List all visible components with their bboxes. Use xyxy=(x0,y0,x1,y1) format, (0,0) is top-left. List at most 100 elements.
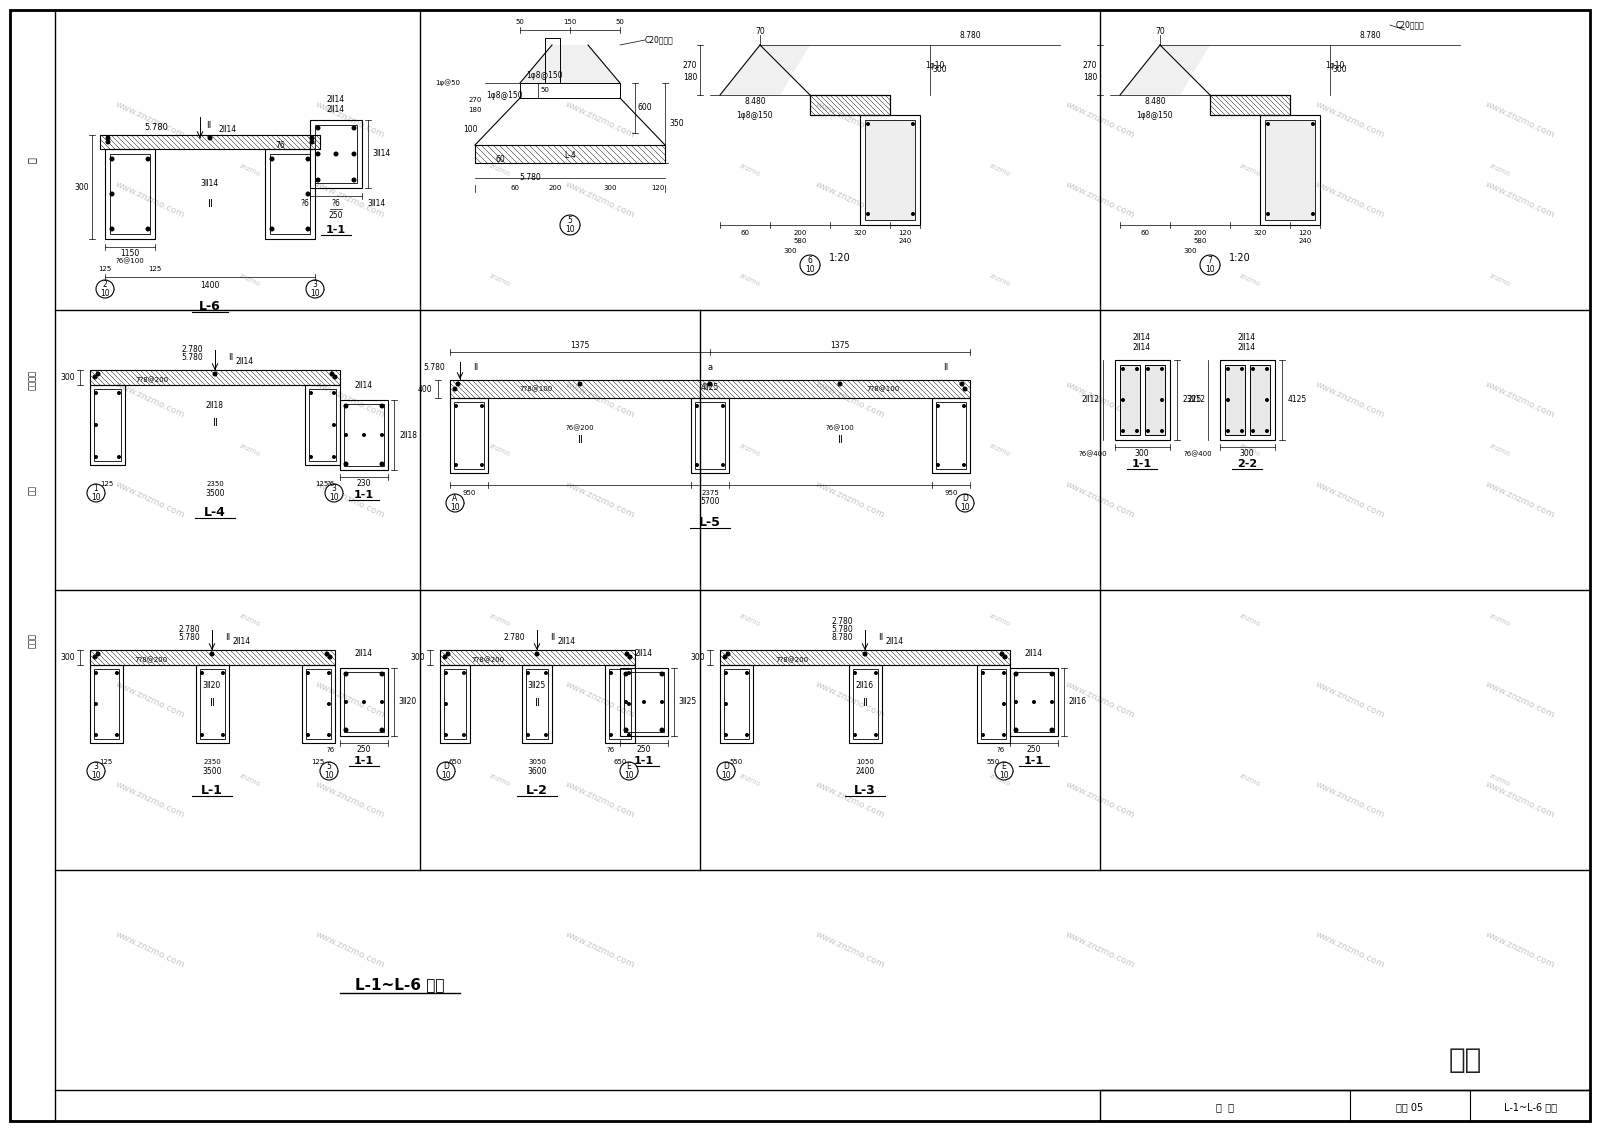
Circle shape xyxy=(707,381,712,387)
Circle shape xyxy=(1050,700,1054,703)
Text: 梁: 梁 xyxy=(27,157,37,163)
Text: 2Ⅱ14: 2Ⅱ14 xyxy=(1238,343,1256,352)
Circle shape xyxy=(306,156,310,162)
Text: 5: 5 xyxy=(326,762,331,771)
Circle shape xyxy=(445,651,451,656)
Text: 2.780: 2.780 xyxy=(178,625,200,634)
Bar xyxy=(445,670,466,739)
Circle shape xyxy=(1013,672,1019,676)
Text: znzmo: znzmo xyxy=(238,273,261,287)
Bar xyxy=(475,145,666,163)
Text: znzmo: znzmo xyxy=(739,273,762,287)
Circle shape xyxy=(94,455,98,459)
Text: 5.780: 5.780 xyxy=(181,354,203,363)
Circle shape xyxy=(981,733,986,737)
Circle shape xyxy=(1050,727,1054,733)
Text: www.znzmo.com: www.znzmo.com xyxy=(814,180,886,221)
Text: znzmo: znzmo xyxy=(238,772,261,787)
Text: L-1: L-1 xyxy=(202,785,222,797)
Text: L-1~L-6 节点: L-1~L-6 节点 xyxy=(355,977,445,993)
Bar xyxy=(1115,360,1170,440)
Circle shape xyxy=(853,733,858,737)
Text: 2Ⅱ14: 2Ⅱ14 xyxy=(355,648,373,657)
Circle shape xyxy=(624,651,629,656)
Text: www.znzmo.com: www.znzmo.com xyxy=(1483,100,1557,140)
Text: 5.780: 5.780 xyxy=(518,173,541,182)
Text: www.znzmo.com: www.znzmo.com xyxy=(1314,180,1386,221)
Circle shape xyxy=(200,733,205,737)
Text: znzmo: znzmo xyxy=(989,613,1011,628)
Text: www.znzmo.com: www.znzmo.com xyxy=(1064,780,1136,820)
Text: 550: 550 xyxy=(730,759,742,765)
Bar xyxy=(315,126,357,183)
Circle shape xyxy=(106,139,110,145)
Text: znzmo: znzmo xyxy=(488,442,512,458)
Text: 10: 10 xyxy=(91,770,101,779)
Circle shape xyxy=(1266,211,1270,216)
Circle shape xyxy=(344,404,349,408)
Bar xyxy=(810,95,890,115)
Text: 8.780: 8.780 xyxy=(958,31,981,40)
Circle shape xyxy=(352,126,357,130)
Text: 2Ⅱ14: 2Ⅱ14 xyxy=(219,126,237,135)
Text: 10: 10 xyxy=(101,288,110,297)
Text: 10: 10 xyxy=(722,770,731,779)
Text: 2Ⅱ16: 2Ⅱ16 xyxy=(1069,698,1086,707)
Text: Ⅱ: Ⅱ xyxy=(210,698,214,708)
Text: 6: 6 xyxy=(808,256,813,265)
Text: 650: 650 xyxy=(613,759,627,765)
Text: L-4: L-4 xyxy=(565,150,576,159)
Text: znzmo: znzmo xyxy=(238,613,261,628)
Circle shape xyxy=(1122,429,1125,433)
Text: L-4: L-4 xyxy=(205,507,226,519)
Circle shape xyxy=(269,226,275,232)
Circle shape xyxy=(1251,366,1254,371)
Circle shape xyxy=(624,672,629,676)
Text: 3050: 3050 xyxy=(528,759,546,765)
Circle shape xyxy=(454,404,458,408)
Text: 2325: 2325 xyxy=(1182,396,1202,405)
Text: 180: 180 xyxy=(1083,72,1098,81)
Text: www.znzmo.com: www.znzmo.com xyxy=(114,480,186,520)
Circle shape xyxy=(957,494,974,512)
Circle shape xyxy=(106,136,110,140)
Text: www.znzmo.com: www.znzmo.com xyxy=(1483,680,1557,720)
Text: 50: 50 xyxy=(515,19,525,25)
Bar xyxy=(624,672,664,732)
Bar xyxy=(344,404,384,466)
Text: 76: 76 xyxy=(275,140,285,149)
Circle shape xyxy=(1240,366,1245,371)
Circle shape xyxy=(381,433,384,437)
Text: L-2: L-2 xyxy=(526,785,547,797)
Text: znzmo: znzmo xyxy=(488,273,512,287)
Circle shape xyxy=(981,671,986,675)
Text: 5.780: 5.780 xyxy=(832,625,853,634)
Bar xyxy=(1261,115,1320,225)
Text: www.znzmo.com: www.znzmo.com xyxy=(814,380,886,420)
Circle shape xyxy=(1003,655,1008,659)
Text: L-1~L-6 节点: L-1~L-6 节点 xyxy=(1504,1102,1557,1112)
Text: 5.780: 5.780 xyxy=(144,122,168,131)
Text: 7?8@200: 7?8@200 xyxy=(472,657,504,663)
Text: ?6: ?6 xyxy=(326,481,334,487)
Text: ?6: ?6 xyxy=(301,199,309,208)
Circle shape xyxy=(723,733,728,737)
Text: www.znzmo.com: www.znzmo.com xyxy=(814,480,886,520)
Circle shape xyxy=(330,371,334,377)
Text: 1φ@50: 1φ@50 xyxy=(435,79,461,86)
Circle shape xyxy=(86,762,106,780)
Bar xyxy=(981,670,1006,739)
Bar xyxy=(110,154,150,234)
Text: 2Ⅱ14: 2Ⅱ14 xyxy=(886,638,904,647)
Circle shape xyxy=(621,762,638,780)
Text: 2Ⅱ14: 2Ⅱ14 xyxy=(1026,648,1043,657)
Bar xyxy=(694,402,725,469)
Text: 2Ⅱ14: 2Ⅱ14 xyxy=(1238,334,1256,343)
Circle shape xyxy=(723,671,728,675)
Text: znzmo: znzmo xyxy=(238,163,261,178)
Text: 2Ⅱ16: 2Ⅱ16 xyxy=(856,681,874,690)
Circle shape xyxy=(333,374,338,380)
Bar xyxy=(270,154,310,234)
Circle shape xyxy=(1134,366,1139,371)
Circle shape xyxy=(344,433,349,437)
